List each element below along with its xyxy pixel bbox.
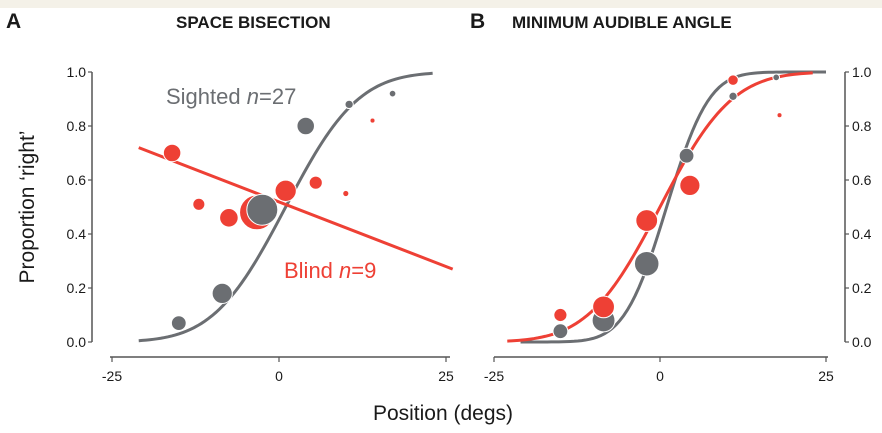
panel-b-sighted-point: [552, 323, 569, 340]
panel-b-xtick-label: 25: [818, 368, 834, 384]
panel-a-ytick-label: 0.2: [67, 280, 87, 296]
panel-b-sighted-point: [728, 91, 738, 101]
panel-a-ytick-label: 0.6: [67, 172, 87, 188]
panel-b-ytick-label: 0.0: [852, 334, 872, 350]
panel-b-blind-point: [776, 112, 783, 119]
panel-a: A SPACE BISECTION 0.00.20.40.60.81.0-25 0…: [6, 10, 454, 384]
panel-a-points: [162, 89, 397, 332]
panel-a-ytick-label: 0.4: [67, 226, 87, 242]
panel-b-ytick-label: 0.6: [852, 172, 872, 188]
panel-b-ytick-label: 0.8: [852, 118, 872, 134]
panel-b-xtick-label: -25: [484, 368, 504, 384]
panel-a-blind-point: [342, 189, 350, 198]
panel-b-blind-point: [635, 209, 659, 232]
panel-b-blind-point: [679, 174, 701, 196]
panel-a-blind-point: [274, 179, 297, 202]
x-axis-title: Position (degs): [373, 402, 513, 425]
blind-label-n: n: [339, 258, 351, 283]
sighted-label-n: n: [247, 84, 259, 109]
y-axis-title: Proportion ‘right’: [16, 131, 39, 284]
panel-a-letter: A: [6, 10, 21, 33]
panel-a-xtick-label: 0: [275, 368, 283, 384]
panel-a-sighted-point: [296, 116, 315, 136]
panel-a-blind-point: [162, 143, 182, 163]
panel-a-sighted-label: Sighted n=27: [166, 84, 296, 109]
panel-a-ticks: 0.0 0.2 0.4 0.6 0.8 1.0 -25 0 25: [67, 64, 454, 384]
panel-a-sighted-point: [211, 282, 233, 304]
panel-b-ytick-label: 0.2: [852, 280, 872, 296]
panel-b-blind-point: [592, 295, 615, 319]
panel-a-blind-point: [369, 117, 376, 124]
panel-a-blind-label: Blind n=9: [284, 258, 376, 283]
panel-a-xtick-label: -25: [102, 368, 122, 384]
panel-a-sighted-fit-line: [138, 71, 433, 343]
panel-b-xtick-label: 0: [656, 368, 664, 384]
panel-a-ytick-label: 1.0: [67, 64, 87, 80]
panel-a-title: SPACE BISECTION: [176, 13, 331, 32]
panel-a-ytick-label: 0.0: [67, 334, 87, 350]
blind-label-text: Blind: [284, 258, 339, 283]
panel-b-ytick-label: 0.4: [852, 226, 872, 242]
panel-b: B MINIMUM AUDIBLE ANGLE 0.0 0.2 0.4 0.6 0.8 1…: [470, 10, 872, 384]
panel-a-sighted-point: [344, 99, 354, 110]
panel-a-sighted-point: [170, 315, 187, 332]
panel-b-ticks: 0.0 0.2 0.4 0.6 0.8 1.0 -25 0 25: [484, 64, 872, 384]
top-band: [0, 0, 882, 8]
sighted-label-count: =27: [259, 84, 296, 109]
panel-b-sighted-point: [678, 147, 695, 164]
panel-a-ytick-label: 0.8: [67, 118, 87, 134]
panel-a-blind-point: [219, 208, 239, 228]
panel-a-sighted-point: [246, 193, 279, 226]
panel-b-blind-point: [553, 307, 568, 323]
panel-a-blind-point: [192, 197, 206, 211]
blind-label-count: =9: [351, 258, 376, 283]
panel-a-fits: [138, 71, 454, 343]
panel-b-sighted-point: [633, 250, 660, 277]
panel-a-blind-fit-line: [138, 146, 454, 271]
panel-b-blind-fit-line: [507, 71, 813, 343]
panel-b-sighted-point: [772, 73, 781, 82]
panel-b-ytick-label: 1.0: [852, 64, 872, 80]
panel-a-xtick-label: 25: [438, 368, 454, 384]
panel-b-letter: B: [470, 10, 485, 33]
panel-a-blind-point: [308, 175, 323, 190]
panel-a-sighted-point: [388, 89, 397, 98]
panel-b-sighted-fit-line: [520, 70, 826, 344]
sighted-label-text: Sighted: [166, 84, 247, 109]
panel-b-points: [552, 73, 783, 340]
panel-b-blind-point: [727, 74, 739, 86]
panel-b-title: MINIMUM AUDIBLE ANGLE: [512, 13, 732, 32]
